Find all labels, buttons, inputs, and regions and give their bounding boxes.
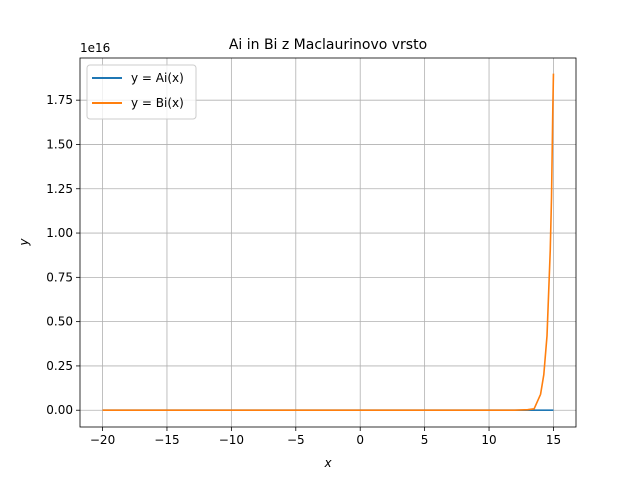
y-tick-label: 1.75 bbox=[46, 93, 73, 107]
y-axis-ticks: 0.00 0.25 0.50 0.75 1.00 1.25 1.50 1.75 bbox=[46, 93, 80, 417]
x-tick-label: 15 bbox=[546, 433, 561, 447]
x-axis-label: x bbox=[323, 456, 332, 470]
x-tick-label: 10 bbox=[481, 433, 496, 447]
x-axis-ticks: −20 −15 −10 −5 0 5 10 15 bbox=[90, 427, 561, 447]
y-tick-label: 1.50 bbox=[46, 137, 73, 151]
x-tick-label: 0 bbox=[356, 433, 364, 447]
series-bi-line bbox=[102, 73, 555, 412]
x-tick-label: −15 bbox=[154, 433, 179, 447]
x-tick-label: −5 bbox=[287, 433, 305, 447]
chart-title: Ai in Bi z Maclaurinovo vrsto bbox=[229, 37, 427, 53]
y-tick-label: 0.50 bbox=[46, 315, 73, 329]
x-tick-label: −20 bbox=[90, 433, 115, 447]
plot-series bbox=[102, 73, 555, 412]
legend-label-bi: y = Bi(x) bbox=[131, 96, 184, 110]
legend-label-ai: y = Ai(x) bbox=[131, 71, 184, 85]
y-tick-label: 1.00 bbox=[46, 226, 73, 240]
legend: y = Ai(x) y = Bi(x) bbox=[86, 64, 197, 120]
y-tick-label: 0.00 bbox=[46, 403, 73, 417]
y-tick-label: 0.75 bbox=[46, 270, 73, 284]
y-axis-label: y bbox=[17, 238, 31, 247]
x-tick-label: −10 bbox=[219, 433, 244, 447]
y-tick-label: 1.25 bbox=[46, 182, 73, 196]
axes-frame bbox=[79, 57, 577, 428]
y-offset-text: 1e16 bbox=[80, 41, 110, 55]
x-tick-label: 5 bbox=[421, 433, 429, 447]
y-tick-label: 0.25 bbox=[46, 359, 73, 373]
